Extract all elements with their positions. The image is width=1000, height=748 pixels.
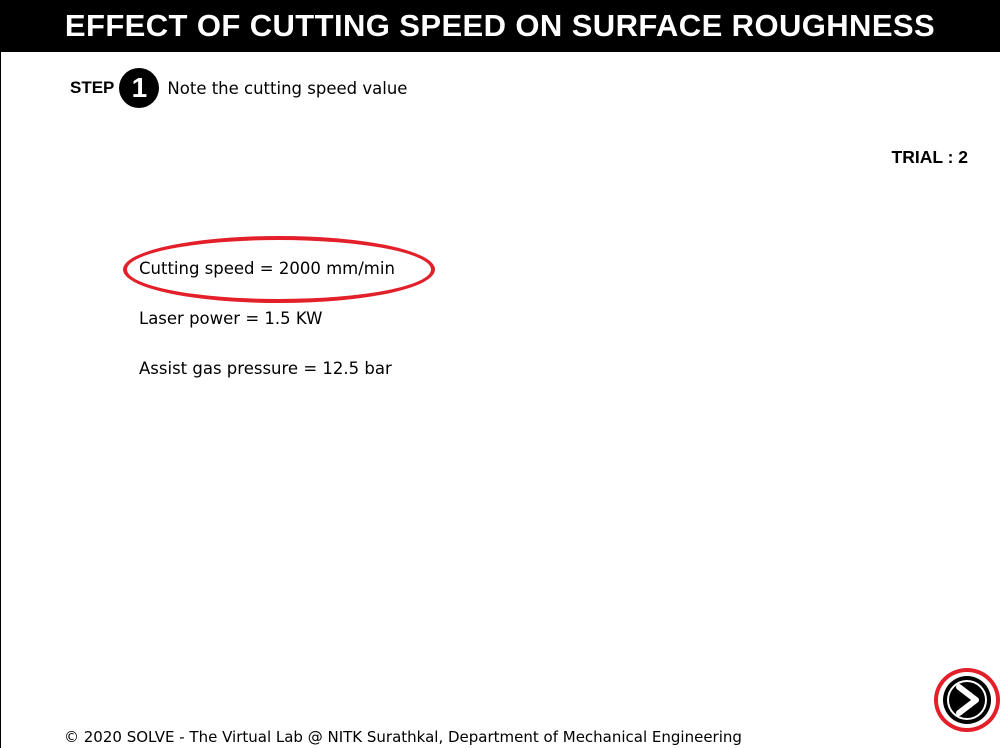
footer-copyright: © 2020 SOLVE - The Virtual Lab @ NITK Su… xyxy=(64,728,742,746)
step-instruction: Note the cutting speed value xyxy=(167,78,408,98)
play-next-icon xyxy=(943,676,991,724)
page-left-border xyxy=(0,0,1,748)
cutting-speed-value: Cutting speed = 2000 mm/min xyxy=(139,259,395,278)
trial-label: TRIAL : 2 xyxy=(891,147,969,167)
laser-power-value: Laser power = 1.5 KW xyxy=(139,309,323,328)
step-label: STEP xyxy=(70,78,115,97)
assist-gas-pressure-value: Assist gas pressure = 12.5 bar xyxy=(139,359,392,378)
step-indicator: STEP 1 Note the cutting speed value xyxy=(70,68,408,108)
cutting-speed-highlight xyxy=(123,236,435,303)
page-title: EFFECT OF CUTTING SPEED ON SURFACE ROUGH… xyxy=(64,8,936,43)
header-bar: EFFECT OF CUTTING SPEED ON SURFACE ROUGH… xyxy=(0,0,1000,52)
step-number-badge: 1 xyxy=(119,68,160,108)
next-button[interactable] xyxy=(934,668,1000,732)
